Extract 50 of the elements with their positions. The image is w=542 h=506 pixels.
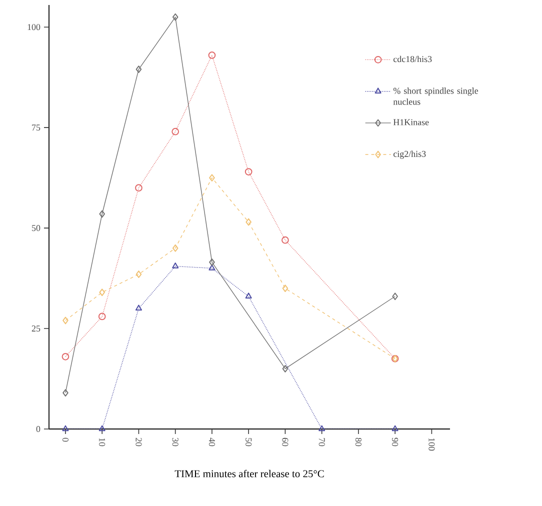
y-tick-label: 0 [36,426,40,432]
legend-label: % short spindles single nucleus [393,88,478,105]
y-tick-label: 25 [32,326,40,332]
point [172,13,178,21]
y-tick-label: 50 [32,225,40,232]
y-tick-label: 75 [32,124,40,131]
x-tick-label: 100 [428,438,435,451]
x-tick-label: 80 [355,438,362,446]
point [318,425,326,432]
point [172,128,180,136]
point [282,284,288,292]
point [135,304,142,311]
legend-label: cdc18/his3 [394,56,432,62]
point [244,168,252,176]
point [245,292,252,298]
point [98,425,106,432]
point [392,425,398,432]
x-tick-label: 20 [136,438,142,446]
point [246,218,252,226]
x-tick-label: 40 [208,438,215,446]
point [62,352,70,360]
point [62,389,68,397]
x-tick-label: 10 [99,438,106,446]
legend-label: cig2/his3 [394,150,426,159]
point [209,258,215,266]
point [208,52,216,59]
x-tick-label: 30 [172,438,178,446]
x-tick-label: 60 [282,438,288,446]
point [172,262,179,268]
x-tick-label: 90 [392,438,398,446]
x-axis-title: TIME minutes after release to 25°C [174,470,324,478]
point [282,365,288,372]
point [62,425,69,432]
point [99,210,105,218]
x-tick-label: 70 [318,438,325,446]
point [282,236,289,244]
legend-label: H1Kinase [393,119,429,126]
y-tick-label: 100 [28,24,40,30]
x-tick-label: 50 [246,438,252,446]
point [136,66,142,73]
point [209,174,215,182]
point [99,288,105,296]
point [136,270,142,278]
point [98,312,106,320]
point [208,264,216,270]
point [172,244,178,252]
point [135,184,142,192]
point [62,316,68,324]
x-tick-label: 0 [62,438,69,442]
point [392,292,398,300]
